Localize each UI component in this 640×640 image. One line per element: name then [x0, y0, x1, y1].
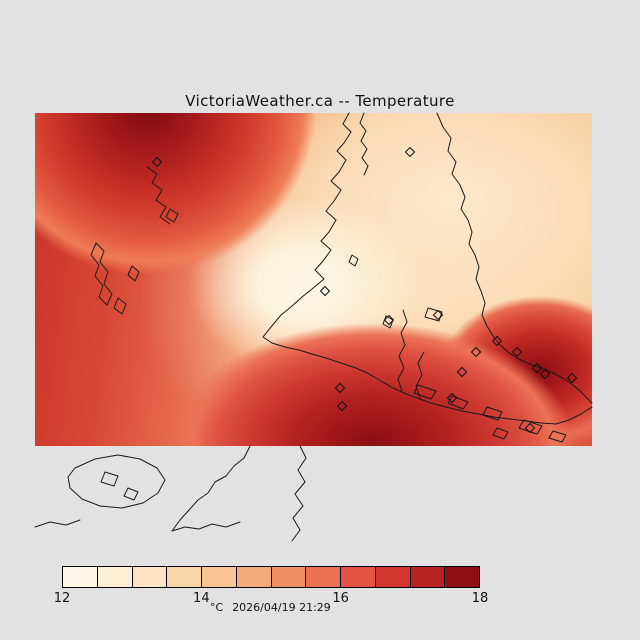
- colorbar-tick-label: 12: [53, 591, 71, 606]
- temperature-field: [35, 113, 592, 446]
- page-title: VictoriaWeather.ca -- Temperature: [185, 92, 455, 110]
- colorbar-segment: [63, 567, 97, 587]
- colorbar-segment: [409, 567, 445, 587]
- lake-island-2: [123, 487, 139, 501]
- timestamp: 2026/04/19 21:29: [232, 601, 331, 614]
- colorbar-segment: [444, 567, 479, 587]
- coastline-south-1: [171, 445, 251, 532]
- colorbar-tick-labels: 12 14 16 18: [54, 591, 489, 606]
- colorbar-segment: [96, 567, 132, 587]
- coastline-south-3: [34, 519, 81, 528]
- colorbar-segment: [340, 567, 375, 587]
- colorbar-tick-label: 14: [193, 591, 210, 606]
- colorbar-tick-label: 18: [471, 591, 489, 606]
- colorbar-tick-label: 16: [332, 591, 349, 606]
- units-label: °C: [210, 601, 224, 614]
- colorbar: [62, 566, 480, 588]
- colorbar-segment: [131, 567, 167, 587]
- colorbar-segment: [201, 567, 236, 587]
- colorbar-segment: [374, 567, 410, 587]
- coastline-south-2: [291, 445, 307, 542]
- colorbar-segment: [166, 567, 201, 587]
- colorbar-segment: [305, 567, 340, 587]
- lake-outline: [67, 454, 166, 509]
- colorbar-segment: [235, 567, 271, 587]
- lake-island-1: [100, 471, 119, 487]
- colorbar-segment: [270, 567, 306, 587]
- colorbar-caption: °C 2026/04/19 21:29: [210, 601, 331, 614]
